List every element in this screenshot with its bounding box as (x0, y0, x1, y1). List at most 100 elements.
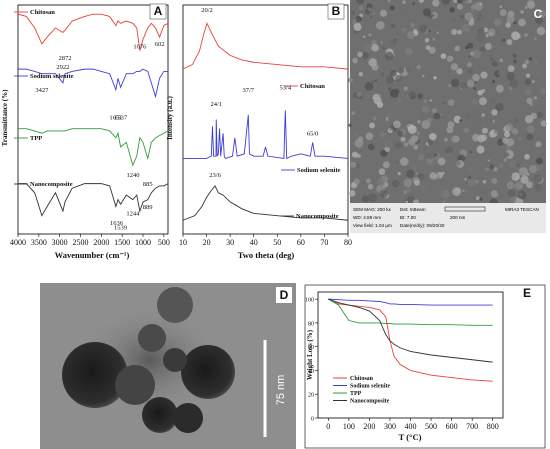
sem-grain (457, 29, 463, 35)
sem-grain (461, 23, 471, 33)
annotation: 53/4 (280, 85, 292, 92)
sem-grain (440, 113, 443, 116)
x-tick-label: 1500 (114, 238, 130, 247)
sem-grain (416, 64, 422, 70)
sem-grain (524, 153, 530, 160)
sem-grain (524, 115, 534, 124)
sem-grain (417, 153, 425, 161)
sem-grain (534, 174, 543, 183)
sem-grain (436, 31, 439, 34)
tem-particle (173, 403, 203, 433)
sem-grain (491, 61, 498, 67)
sem-grain (404, 47, 413, 56)
sem-grain (371, 63, 379, 71)
sem-grain (473, 86, 476, 90)
annotation: 885 (143, 181, 153, 188)
sem-grain (403, 178, 413, 188)
sem-grain (414, 37, 421, 44)
sem-grain (466, 79, 475, 88)
sem-grain (435, 114, 441, 120)
sem-grain (414, 180, 420, 186)
series-line (328, 298, 493, 382)
sem-info: Det: InBeam (400, 207, 426, 212)
sem-grain (524, 78, 531, 86)
sem-grain (405, 67, 411, 73)
sem-grain (370, 16, 373, 19)
sem-grain (524, 59, 530, 64)
sem-grain (366, 178, 371, 184)
y-tick-label: 40 (308, 369, 314, 375)
sem-grain (406, 31, 415, 40)
annotation: 889 (143, 204, 153, 211)
annotation: 65/0 (307, 131, 319, 138)
sem-grain (508, 86, 513, 90)
sem-info-bar (350, 203, 546, 233)
sem-grain (511, 172, 520, 181)
sem-grain (441, 0, 451, 5)
sem-grain (357, 51, 363, 58)
legend-label: Sodium selenite (297, 167, 341, 174)
sem-info: SEM MAG: 200 kx (353, 207, 391, 212)
annotation: 37/7 (243, 87, 255, 94)
sem-grain (475, 179, 479, 184)
sem-grain (479, 46, 485, 52)
x-tick-label: 500 (425, 422, 437, 431)
sem-texture (347, 0, 547, 208)
sem-grain (417, 173, 425, 181)
sem-grain (390, 23, 396, 29)
x-tick-label: 50 (273, 238, 281, 247)
sem-grain (472, 73, 480, 82)
sem-grain (485, 34, 489, 37)
sem-grain (389, 128, 392, 131)
sem-grain (470, 17, 475, 22)
panel-letter-box (327, 3, 345, 20)
sem-grain (394, 38, 397, 41)
sem-grain (456, 68, 463, 75)
sem-grain (454, 45, 461, 52)
sem-grain (372, 116, 377, 121)
panel-letter: A (154, 4, 163, 18)
x-tick-label: 400 (405, 422, 417, 431)
annotation: 2922 (56, 64, 69, 71)
sem-grain (534, 183, 542, 191)
sem-grain (442, 200, 446, 204)
annotation: 2872 (59, 55, 72, 62)
sem-grain (388, 87, 392, 91)
sem-grain (410, 0, 413, 2)
tem-particle (62, 342, 128, 408)
panel-letter: E (523, 286, 531, 300)
sem-grain (445, 146, 454, 155)
sem-grain (428, 46, 436, 54)
sem-grain (489, 54, 492, 57)
tem-particle (115, 365, 155, 405)
sem-grain (411, 165, 417, 171)
annotation: 1539 (114, 224, 127, 231)
annotation: 1076 (133, 44, 147, 51)
legend-label: Nanocomposite (350, 399, 390, 405)
scale-bar-label: 75 nm (275, 375, 287, 406)
series-line (328, 298, 493, 363)
sem-grain (477, 17, 480, 21)
sem-grain (432, 14, 435, 17)
sem-grain (405, 200, 409, 204)
x-axis-label: Wavenumber (cm⁻¹) (55, 250, 130, 260)
series-line (18, 183, 169, 217)
sem-grain (471, 99, 478, 106)
sem-grain (389, 5, 395, 11)
sem-grain (372, 12, 376, 15)
sem-grain (499, 58, 504, 63)
x-tick-label: 3500 (31, 238, 47, 247)
sem-grain (433, 153, 438, 158)
annotation: 1244 (126, 211, 140, 218)
sem-grain (505, 22, 512, 28)
series-line (328, 298, 493, 306)
sem-grain (511, 31, 520, 41)
sem-grain (395, 75, 402, 82)
sem-grain (515, 163, 521, 168)
sem-grain (518, 137, 522, 141)
sem-grain (535, 61, 538, 64)
sem-grain (493, 18, 502, 27)
sem-grain (356, 92, 362, 98)
sem-grain (392, 120, 401, 129)
